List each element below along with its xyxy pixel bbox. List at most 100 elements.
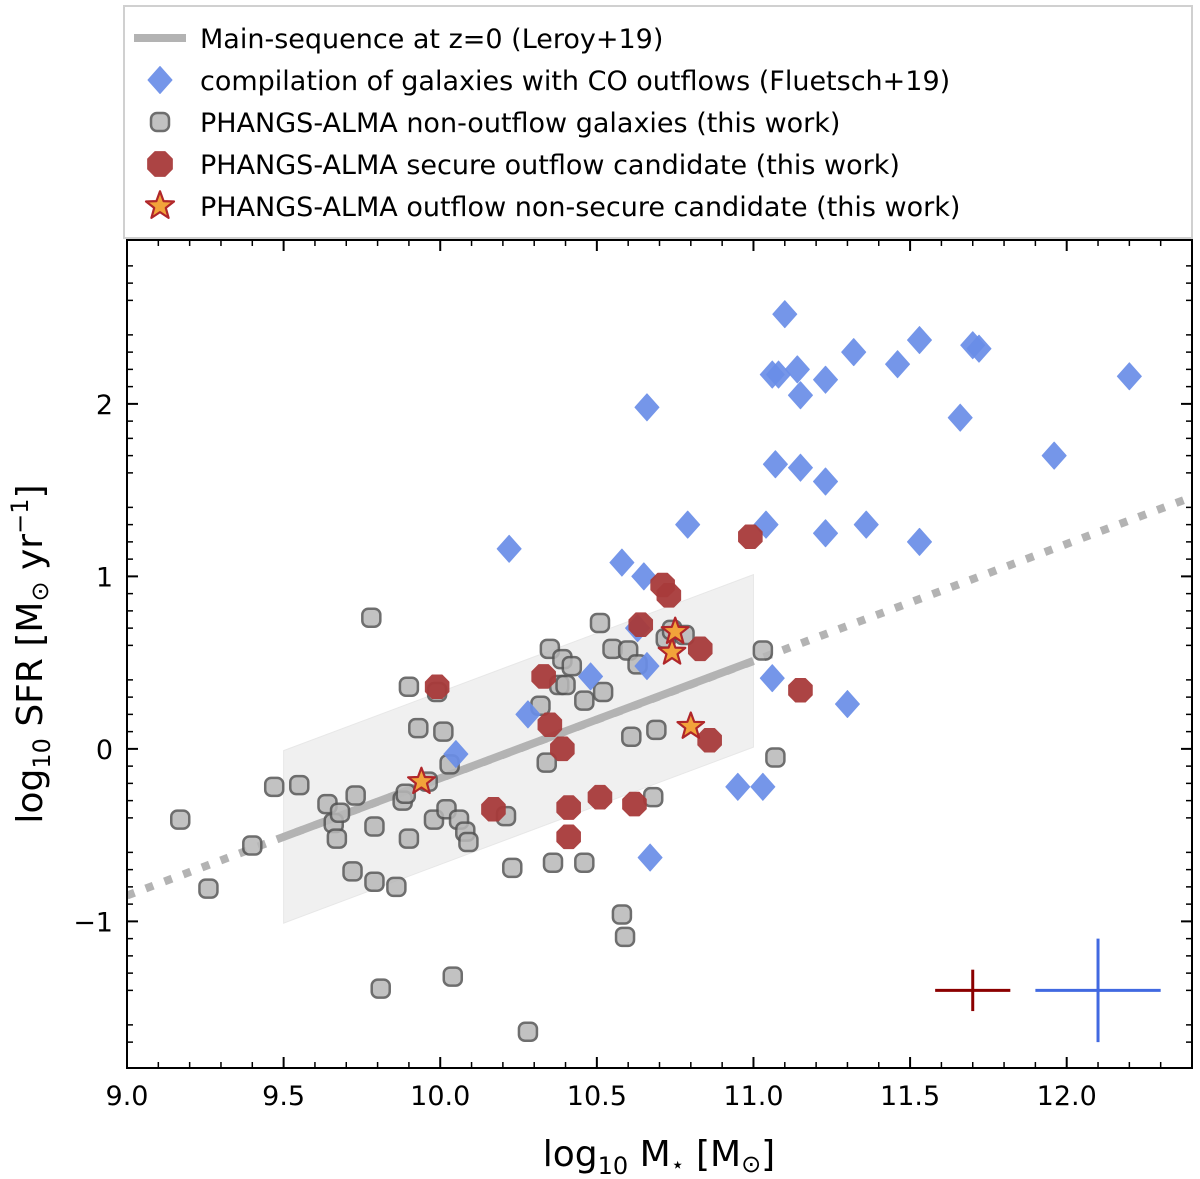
secure-outflow-point [656, 583, 682, 608]
x-tick-label: 9.5 [262, 1081, 305, 1112]
fluetsch-point [772, 300, 798, 329]
secure-outflow-point [537, 712, 563, 738]
fluetsch-point [813, 467, 839, 496]
x-axis-label: log10 M⋆ [M⊙] [543, 1134, 775, 1179]
legend-marker-secure [147, 151, 173, 177]
non-outflow-point [561, 655, 583, 677]
non-outflow-point [345, 785, 366, 806]
non-outflow-point [642, 786, 664, 808]
fluetsch-point [813, 365, 839, 394]
non-outflow-point [574, 690, 595, 711]
fluetsch-point [813, 519, 839, 548]
non-outflow-point [517, 1021, 539, 1043]
legend-marker-non-secure [144, 190, 176, 219]
non-outflow-point [342, 861, 363, 882]
secure-outflow-point [531, 664, 556, 689]
error-bar-fluetsch [1035, 938, 1161, 1043]
series-2 [424, 524, 813, 850]
x-axis: 9.0 9.5 10.0 10.5 11.0 11.5 12.0 [106, 240, 1193, 1112]
non-outflow-point [752, 640, 774, 661]
legend: Main-sequence at z=0 (Leroy+19) compilati… [134, 24, 960, 223]
non-outflow-point [289, 774, 310, 796]
error-bar-phangs [935, 969, 1011, 1012]
secure-outflow-point [481, 796, 506, 822]
fluetsch-point [762, 450, 788, 479]
non-outflow-point [408, 717, 429, 739]
non-outflow-point [198, 878, 219, 899]
non-outflow-point [386, 876, 407, 898]
non-outflow-point [592, 681, 614, 703]
fluetsch-point [750, 772, 776, 801]
series-3 [407, 616, 706, 795]
fluetsch-point [784, 355, 810, 384]
non-outflow-point [536, 752, 557, 773]
fluetsch-point [637, 843, 663, 872]
non-outflow-point [170, 809, 191, 830]
fluetsch-point [1116, 362, 1142, 391]
y-axis: −1 0 1 2 [73, 265, 1192, 1043]
secure-outflow-point [424, 674, 450, 700]
non-outflow-point [502, 857, 523, 879]
fluetsch-point [906, 326, 932, 355]
non-outflow-point [395, 783, 417, 804]
non-outflow-point [442, 966, 464, 987]
non-outflow-point [611, 904, 633, 925]
y-axis-label: log10 SFR [M⊙ yr−1] [6, 484, 56, 823]
secure-outflow-point [738, 524, 763, 549]
fluetsch-point [1041, 441, 1067, 470]
non-outflow-point [361, 607, 382, 629]
fluetsch-point [853, 510, 879, 539]
fluetsch-point [966, 334, 992, 363]
legend-marker-fluetsch [147, 66, 173, 94]
non-outflow-point [574, 852, 595, 873]
non-secure-outflow-point [407, 766, 436, 795]
secure-outflow-point [687, 636, 713, 662]
legend-entry: PHANGS-ALMA secure outflow candidate (th… [200, 150, 900, 181]
fluetsch-point [725, 772, 751, 801]
x-tick-label: 10.0 [410, 1081, 470, 1112]
fluetsch-point [609, 548, 635, 577]
y-tick-label: −1 [73, 907, 113, 938]
non-outflow-point [589, 612, 611, 634]
non-outflow-point [370, 978, 391, 999]
y-tick-label: 0 [96, 735, 113, 766]
x-tick-label: 12.0 [1037, 1081, 1097, 1112]
secure-outflow-point [788, 677, 813, 703]
non-secure-outflow-point [676, 711, 706, 739]
x-tick-label: 11.5 [880, 1081, 940, 1112]
fluetsch-point [515, 700, 541, 729]
secure-outflow-point [628, 612, 654, 637]
y-tick-label: 2 [96, 390, 113, 421]
non-outflow-point [364, 816, 385, 837]
fluetsch-point [906, 527, 932, 556]
fluetsch-point [841, 338, 867, 367]
non-outflow-point [263, 776, 285, 798]
fluetsch-point [947, 403, 973, 432]
legend-entry: compilation of galaxies with CO outflows… [200, 66, 950, 97]
non-outflow-point [326, 828, 348, 849]
secure-outflow-point [622, 791, 647, 817]
non-outflow-point [433, 721, 454, 742]
fluetsch-point [443, 740, 469, 769]
main-sequence-dotted-line [127, 493, 1192, 900]
main-sequence-line [282, 657, 755, 841]
non-outflow-point [242, 835, 263, 856]
plot-area [127, 300, 1192, 1043]
fluetsch-point [578, 662, 604, 691]
non-outflow-point [621, 726, 642, 748]
non-secure-outflow-point [657, 637, 687, 665]
secure-outflow-point [556, 824, 581, 850]
non-outflow-point [398, 676, 420, 698]
legend-entry: Main-sequence at z=0 (Leroy+19) [200, 24, 663, 55]
secure-outflow-point [587, 784, 613, 810]
secure-outflow-point [697, 727, 722, 753]
non-outflow-point [458, 831, 479, 853]
secure-outflow-point [550, 736, 575, 762]
fluetsch-point [787, 381, 813, 410]
x-tick-label: 11.0 [723, 1081, 783, 1112]
non-outflow-point [555, 674, 576, 696]
fluetsch-point [787, 453, 813, 482]
fluetsch-point [885, 350, 911, 379]
fluetsch-point [634, 652, 660, 681]
